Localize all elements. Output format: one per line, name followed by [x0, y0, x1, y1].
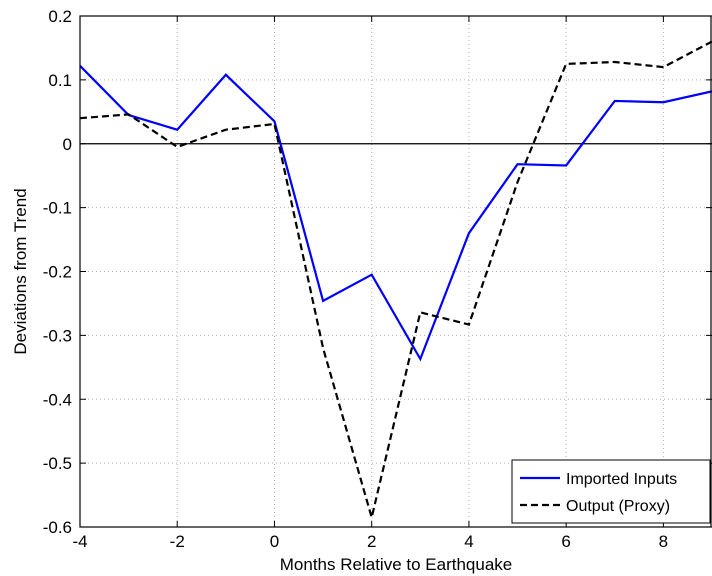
x-tick-label: -4 [72, 532, 87, 551]
y-tick-label: -0.4 [43, 390, 72, 409]
legend-label-output-proxy: Output (Proxy) [566, 498, 670, 515]
x-tick-label: 8 [659, 532, 668, 551]
y-tick-label: 0.1 [48, 71, 72, 90]
x-tick-label: -2 [170, 532, 185, 551]
series-layer [79, 40, 712, 522]
series-line-output-proxy [79, 40, 712, 522]
y-tick-label: -0.5 [43, 454, 72, 473]
x-tick-label: 4 [464, 532, 473, 551]
grid-layer [80, 16, 712, 527]
legend-label-imported-inputs: Imported Inputs [566, 471, 677, 488]
y-axis-title: Deviations from Trend [11, 188, 30, 354]
legend: Imported Inputs Output (Proxy) [511, 459, 711, 524]
y-tick-label: -0.3 [43, 326, 72, 345]
y-tick-label: -0.2 [43, 263, 72, 282]
y-tick-label: 0.2 [48, 7, 72, 26]
x-tick-label: 2 [367, 532, 376, 551]
legend-box [511, 459, 711, 524]
y-tick-label: -0.1 [43, 199, 72, 218]
x-axis-title: Months Relative to Earthquake [280, 555, 512, 574]
y-tick-label: 0 [63, 135, 72, 154]
y-tick-label: -0.6 [43, 518, 72, 537]
x-tick-label: 6 [561, 532, 570, 551]
x-tick-label: 0 [270, 532, 279, 551]
tick-layer: -4 -2 0 2 4 6 8 -0.6 -0.5 -0.4 -0.3 -0.2 -0.1 0 0.1 0.2 [43, 7, 712, 551]
series-line-imported-inputs [79, 65, 712, 362]
